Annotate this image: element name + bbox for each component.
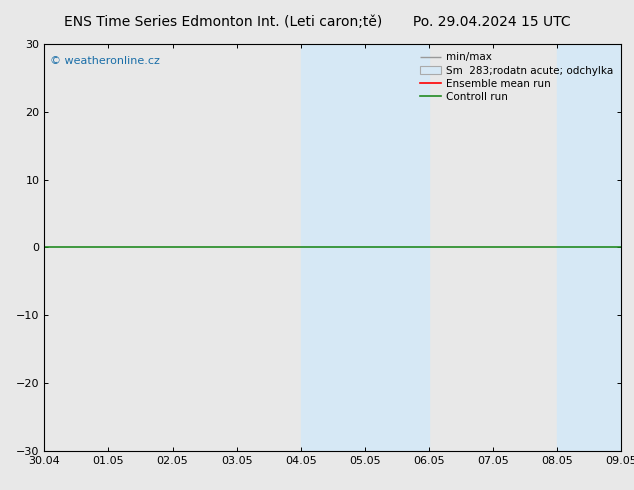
Bar [365, 44, 429, 451]
Legend: min/max, Sm  283;rodatn acute; odchylka, Ensemble mean run, Controll run: min/max, Sm 283;rodatn acute; odchylka, … [417, 49, 616, 105]
Text: © weatheronline.cz: © weatheronline.cz [50, 56, 160, 66]
Bar [557, 44, 621, 451]
Text: ENS Time Series Edmonton Int. (Leti caron;tě)       Po. 29.04.2024 15 UTC: ENS Time Series Edmonton Int. (Leti caro… [63, 15, 571, 29]
Bar [301, 44, 365, 451]
